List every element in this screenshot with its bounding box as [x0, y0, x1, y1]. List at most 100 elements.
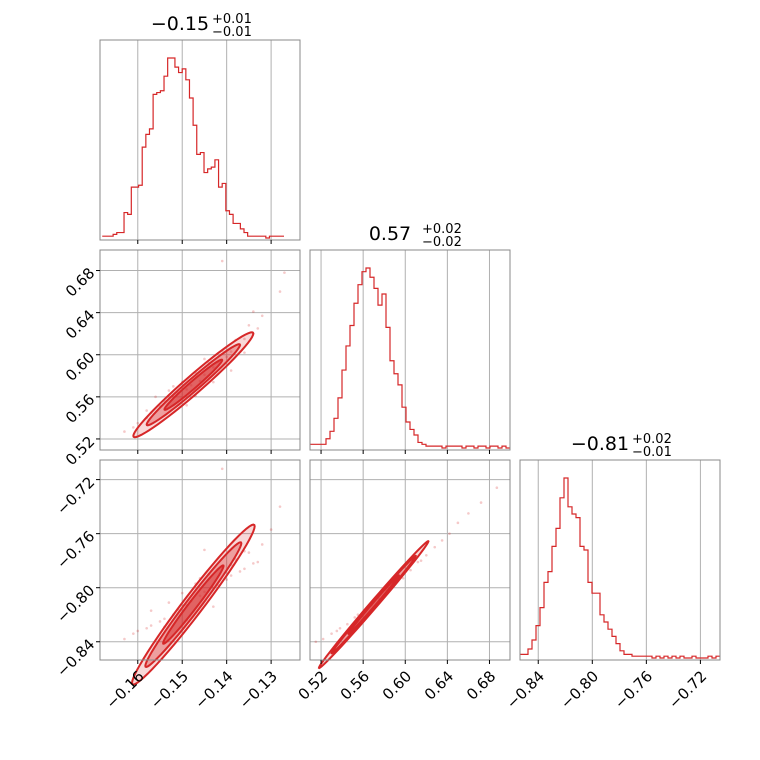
- y-tick-label: 0.60: [62, 348, 98, 384]
- sample-point: [243, 567, 246, 571]
- y-tick-label: −0.76: [53, 527, 98, 572]
- x-tick-label: −0.76: [611, 667, 656, 712]
- hist-frame: [99, 39, 301, 241]
- hist-frame: [519, 459, 721, 661]
- sample-point: [220, 467, 224, 471]
- sample-point: [260, 543, 264, 546]
- sample-point: [123, 637, 126, 641]
- sample-point: [243, 337, 246, 341]
- sample-point: [433, 545, 437, 549]
- contour-level-2: [162, 564, 225, 645]
- sample-point: [172, 385, 175, 388]
- x-tick-label: −0.15: [147, 667, 192, 712]
- y-tick-label: 0.68: [62, 264, 98, 300]
- x-tick-label: −0.16: [102, 667, 147, 712]
- sample-point: [401, 576, 405, 580]
- contour-level-2: [163, 358, 224, 411]
- param-title-1: 0.57: [369, 223, 411, 245]
- param-title-minus-2: −0.01: [632, 445, 672, 460]
- scatter-frame: [99, 249, 301, 451]
- sample-point: [330, 632, 333, 635]
- hist-panel-0: −0.15 +0.01−0.01: [99, 12, 301, 244]
- sample-point: [229, 574, 233, 577]
- sample-point: [269, 528, 273, 531]
- scatter-frame: [99, 459, 301, 661]
- sample-point: [212, 380, 215, 384]
- sample-point: [185, 403, 188, 407]
- sample-point: [136, 421, 140, 425]
- x-tick-label: −0.13: [236, 667, 281, 712]
- sample-point: [167, 389, 171, 392]
- param-title-minus-0: −0.01: [212, 25, 252, 40]
- sample-point: [154, 395, 157, 399]
- sample-point: [220, 259, 224, 263]
- sample-point: [479, 501, 483, 504]
- hist-frame: [309, 249, 511, 451]
- scatter-panel-2-1: [309, 459, 511, 670]
- sample-point: [145, 409, 148, 412]
- scatter-frame: [309, 459, 511, 661]
- param-title-plus-0: +0.01: [212, 12, 252, 27]
- y-tick-label: −0.80: [53, 581, 98, 626]
- sample-point: [425, 553, 428, 557]
- sample-point: [448, 532, 451, 535]
- sample-point: [283, 271, 286, 274]
- hist-panel-2: −0.81 +0.02−0.01: [519, 432, 721, 664]
- x-tick-label: 0.60: [379, 667, 415, 703]
- sample-point: [149, 624, 153, 627]
- sample-point: [132, 632, 135, 635]
- sample-point: [260, 314, 264, 318]
- y-tick-label: −0.84: [53, 635, 98, 680]
- hist-line: [520, 477, 720, 659]
- sample-point: [256, 560, 260, 564]
- hist-line: [310, 267, 510, 449]
- y-tick-label: 0.52: [62, 433, 98, 469]
- sample-point: [440, 539, 444, 542]
- sample-point: [321, 637, 325, 641]
- sample-point: [203, 357, 206, 361]
- x-tick-label: −0.84: [503, 667, 548, 712]
- sample-point: [346, 622, 349, 626]
- sample-point: [229, 350, 233, 353]
- sample-point: [278, 505, 282, 508]
- sample-point: [149, 609, 153, 612]
- x-tick-label: −0.14: [191, 667, 236, 712]
- sample-point: [335, 629, 339, 633]
- sample-point: [145, 626, 148, 630]
- sample-point: [252, 562, 255, 565]
- sample-point: [278, 290, 282, 293]
- sample-point: [419, 559, 423, 562]
- param-title-2: −0.81: [571, 433, 629, 455]
- x-tick-label: 0.68: [463, 667, 499, 703]
- x-tick-label: −0.80: [557, 667, 602, 712]
- sample-point: [225, 578, 228, 581]
- scatter-panel-2-0: [96, 459, 301, 686]
- param-title-plus-1: +0.02: [422, 222, 462, 237]
- sample-point: [132, 426, 135, 429]
- hist-line: [102, 57, 284, 239]
- y-tick-label: 0.64: [62, 306, 98, 342]
- scatter-panel-1-0: [96, 249, 301, 454]
- sample-point: [409, 568, 412, 572]
- sample-point: [158, 620, 162, 623]
- param-title-0: −0.15: [151, 13, 209, 35]
- sample-point: [256, 327, 260, 330]
- sample-point: [456, 521, 460, 525]
- x-tick-label: 0.52: [295, 667, 331, 703]
- x-tick-label: −0.72: [665, 667, 710, 712]
- x-tick-label: 0.56: [337, 667, 373, 703]
- param-title-plus-2: +0.02: [632, 432, 672, 447]
- param-title-minus-1: −0.02: [422, 235, 462, 250]
- contour-level-2: [347, 574, 401, 636]
- x-tick-label: 0.64: [421, 667, 457, 703]
- sample-point: [238, 570, 242, 573]
- sample-point: [136, 629, 140, 633]
- sample-point: [495, 486, 499, 490]
- sample-point: [212, 605, 215, 608]
- sample-point: [314, 640, 318, 644]
- sample-point: [247, 551, 251, 554]
- sample-point: [467, 512, 470, 515]
- sample-point: [338, 626, 342, 630]
- sample-point: [252, 310, 255, 313]
